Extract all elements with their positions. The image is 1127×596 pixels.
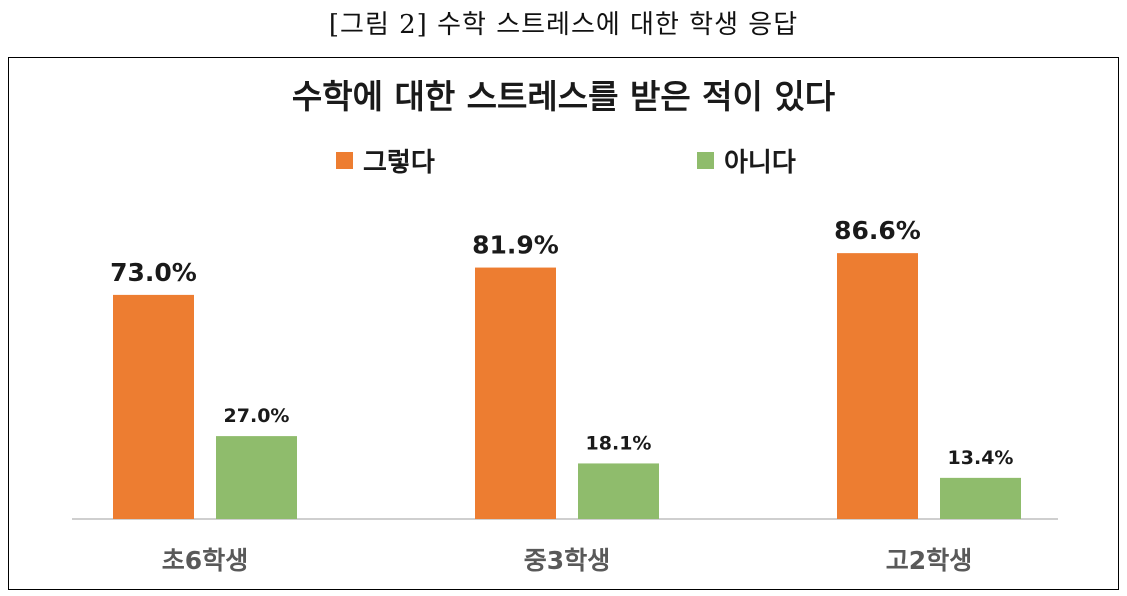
category-label-1: 초6학생 <box>162 546 248 575</box>
bar-yes-2 <box>475 267 556 519</box>
legend-swatch-yes <box>336 151 353 169</box>
category-label-3: 고2학생 <box>886 546 972 575</box>
category-label-2: 중3학생 <box>524 546 610 575</box>
legend-item-no: 아니다 <box>697 140 796 180</box>
legend-label-yes: 그렇다 <box>363 147 435 178</box>
legend-label-no: 아니다 <box>724 147 796 178</box>
data-label-yes-3: 86.6% <box>834 216 921 245</box>
legend-swatch-no <box>697 151 714 169</box>
chart-title: 수학에 대한 스트레스를 받은 적이 있다 <box>291 77 836 116</box>
bar-yes-3 <box>837 253 918 519</box>
legend-item-yes: 그렇다 <box>336 140 435 180</box>
data-label-no-1: 27.0% <box>224 405 290 427</box>
data-label-no-3: 13.4% <box>948 447 1014 469</box>
bar-yes-1 <box>113 294 194 519</box>
bar-no-2 <box>578 463 659 519</box>
data-label-yes-2: 81.9% <box>472 231 559 260</box>
figure-caption: [그림 2] 수학 스트레스에 대한 학생 응답 <box>328 10 799 40</box>
data-label-no-2: 18.1% <box>586 432 652 454</box>
bar-no-3 <box>940 477 1021 519</box>
data-label-yes-1: 73.0% <box>110 258 197 287</box>
bar-no-1 <box>216 436 297 519</box>
